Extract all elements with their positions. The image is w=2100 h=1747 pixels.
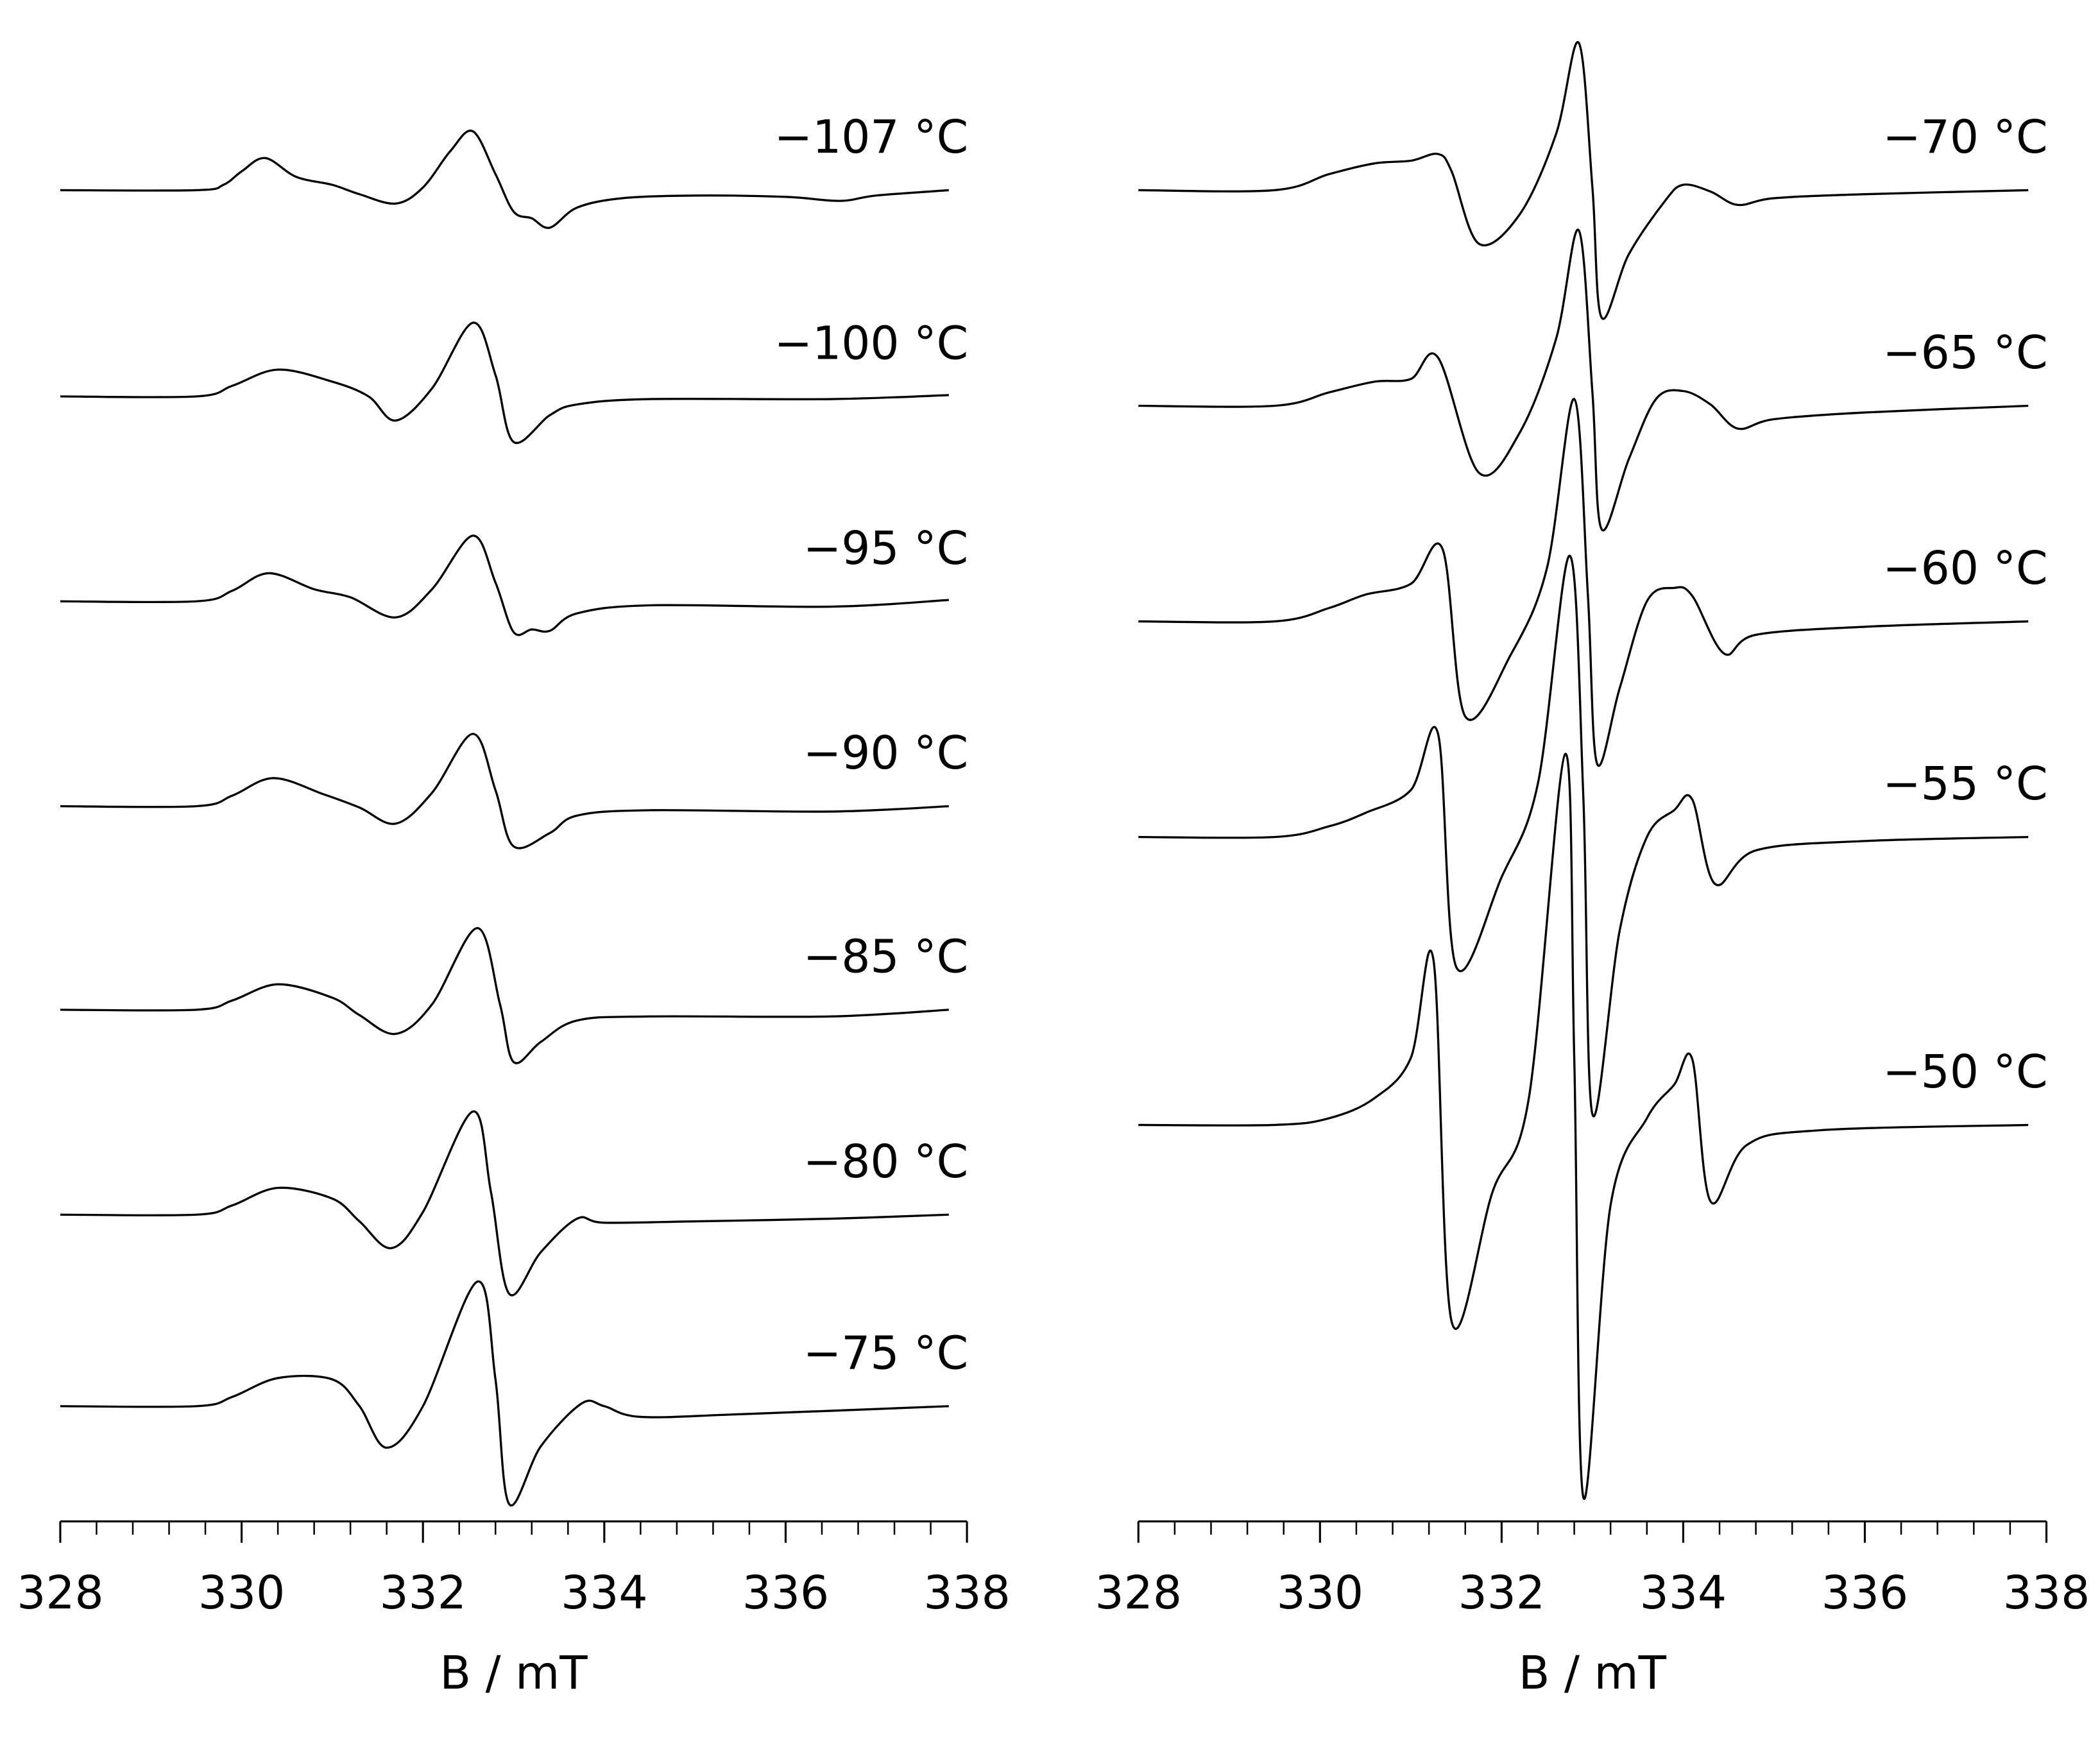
x-tick-label: 330	[198, 1566, 285, 1619]
spectrum-line	[1138, 41, 2029, 320]
trace-label: −107 °C	[774, 110, 969, 164]
trace-label: −95 °C	[803, 522, 968, 575]
trace-label: −55 °C	[1882, 757, 2047, 810]
x-tick-label: 332	[379, 1566, 466, 1619]
trace-label: −65 °C	[1882, 326, 2047, 379]
spectrum-line	[1138, 228, 2029, 532]
trace-label: −70 °C	[1882, 110, 2047, 164]
trace-label: −90 °C	[803, 726, 968, 780]
spectrum-line	[60, 1110, 949, 1297]
trace-label: −75 °C	[803, 1326, 968, 1379]
spectrum-line	[60, 129, 949, 229]
spectrum-line	[1138, 753, 2029, 1500]
spectrum-line	[60, 926, 949, 1064]
x-tick-label: 338	[923, 1566, 1010, 1619]
spectrum-line	[1138, 398, 2029, 767]
x-tick-label: 328	[17, 1566, 103, 1619]
trace-label: −80 °C	[803, 1135, 968, 1188]
x-tick-label: 338	[2003, 1566, 2090, 1619]
x-tick-label: 336	[1822, 1566, 1908, 1619]
spectrum-line	[60, 534, 949, 636]
spectrum-line	[60, 321, 949, 445]
x-tick-label: 330	[1277, 1566, 1363, 1619]
x-tick-label: 334	[1640, 1566, 1727, 1619]
trace-label: −100 °C	[774, 316, 969, 370]
trace-label: −50 °C	[1882, 1045, 2047, 1098]
x-tick-label: 336	[742, 1566, 829, 1619]
trace-label: −60 °C	[1882, 541, 2047, 595]
trace-label: −85 °C	[803, 930, 968, 983]
spectrum-line	[60, 1280, 949, 1507]
x-axis-label: B / mT	[440, 1646, 588, 1700]
x-tick-label: 334	[561, 1566, 647, 1619]
x-tick-label: 332	[1458, 1566, 1545, 1619]
spectrum-line	[1138, 554, 2029, 1118]
x-tick-label: 328	[1095, 1566, 1182, 1619]
spectrum-line	[60, 733, 949, 849]
x-axis-label: B / mT	[1519, 1646, 1667, 1700]
